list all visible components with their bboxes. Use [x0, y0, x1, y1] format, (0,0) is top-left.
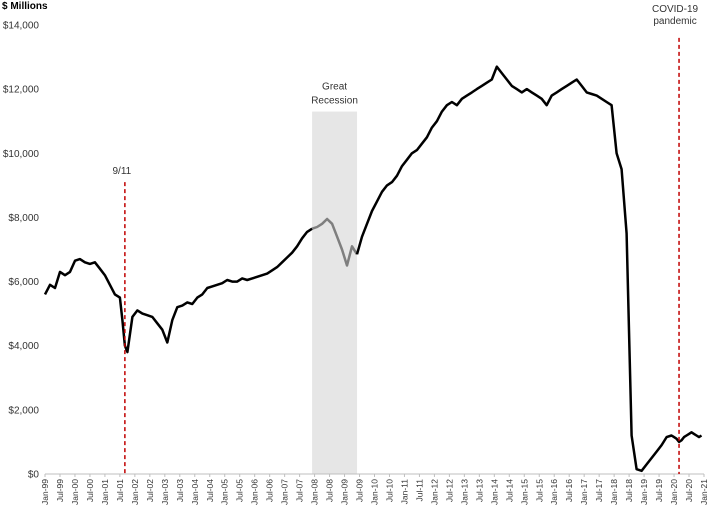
- x-tick-label: Jan-08: [310, 479, 320, 505]
- x-tick-label: Jul-07: [295, 479, 305, 502]
- x-tick-label: Jul-20: [684, 479, 694, 502]
- annotation-covid-line2: pandemic: [653, 16, 696, 27]
- x-tick-label: Jan-05: [220, 479, 230, 505]
- x-tick-label: Jan-09: [340, 479, 350, 505]
- x-tick-label: Jul-05: [235, 479, 245, 502]
- x-tick-label: Jan-04: [190, 479, 200, 505]
- x-tick-label: Jul-02: [145, 479, 155, 502]
- x-tick-label: Jan-00: [70, 479, 80, 505]
- y-tick-label: $2,000: [8, 405, 39, 416]
- x-tick-label: Jan-10: [370, 479, 380, 505]
- x-tick-label: Jul-01: [115, 479, 125, 502]
- y-tick-label: $6,000: [8, 277, 39, 288]
- x-tick-label: Jan-18: [609, 479, 619, 505]
- x-tick-label: Jul-19: [654, 479, 664, 502]
- y-tick-label: $4,000: [8, 341, 39, 352]
- y-axis-ticks: $0 $2,000 $4,000 $6,000 $8,000 $10,000 $12,000…: [3, 21, 40, 481]
- x-tick-label: Jul-17: [594, 479, 604, 502]
- x-tick-label: Jul-00: [85, 479, 95, 502]
- x-tick-label: Jan-16: [549, 479, 559, 505]
- x-tick-label: Jan-19: [639, 479, 649, 505]
- y-tick-label: $0: [28, 470, 40, 481]
- x-tick-label: Jul-03: [175, 479, 185, 502]
- x-tick-label: Jul-16: [564, 479, 574, 502]
- y-tick-label: $10,000: [3, 149, 40, 160]
- x-tick-label: Jan-06: [250, 479, 260, 505]
- y-axis-title: $ Millions: [2, 1, 48, 12]
- x-tick-label: Jan-14: [489, 479, 499, 505]
- x-tick-label: Jan-07: [280, 479, 290, 505]
- x-tick-label: Jul-11: [414, 479, 424, 502]
- x-tick-label: Jan-13: [459, 479, 469, 505]
- x-tick-label: Jan-03: [160, 479, 170, 505]
- series-line: [43, 227, 313, 354]
- x-tick-label: Jan-99: [40, 479, 50, 505]
- series-line-recession: [311, 217, 359, 267]
- annotation-covid-line1: COVID-19: [652, 4, 699, 15]
- x-tick-label: Jul-04: [205, 479, 215, 502]
- x-tick-label: Jul-12: [444, 479, 454, 502]
- x-tick-label: Jan-20: [669, 479, 679, 505]
- x-tick-label: Jul-13: [474, 479, 484, 502]
- y-tick-label: $14,000: [3, 21, 40, 32]
- annotation-recession-line2: Recession: [311, 96, 358, 107]
- x-tick-label: Jan-17: [579, 479, 589, 505]
- x-tick-label: Jan-15: [519, 479, 529, 505]
- annotation-recession-line1: Great: [322, 82, 347, 93]
- x-tick-label: Jul-15: [534, 479, 544, 502]
- x-tick-label: Jul-10: [384, 479, 394, 502]
- x-tick-label: Jul-18: [624, 479, 634, 502]
- recession-shade: [312, 111, 358, 474]
- x-tick-label: Jul-14: [504, 479, 514, 502]
- y-tick-label: $8,000: [8, 213, 39, 224]
- x-tick-label: Jan-12: [429, 479, 439, 505]
- x-tick-label: Jul-99: [55, 479, 65, 502]
- series-line: [355, 65, 703, 473]
- y-tick-label: $12,000: [3, 85, 40, 96]
- x-tick-label: Jul-09: [355, 479, 365, 502]
- x-tick-label: Jul-06: [265, 479, 275, 502]
- x-tick-label: Jul-08: [325, 479, 335, 502]
- x-tick-label: Jan-02: [130, 479, 140, 505]
- annotation-911: 9/11: [113, 166, 132, 177]
- event-markers: [124, 37, 680, 474]
- x-tick-label: Jan-01: [100, 479, 110, 505]
- x-tick-label: Jan-21: [699, 479, 709, 505]
- x-tick-label: Jan-11: [399, 479, 409, 505]
- series-group: [43, 65, 703, 473]
- x-axis-ticks: Jan-99 Jul-99 Jan-00 Jul-00 Jan-01 Jul-01 Jan-…: [40, 474, 709, 505]
